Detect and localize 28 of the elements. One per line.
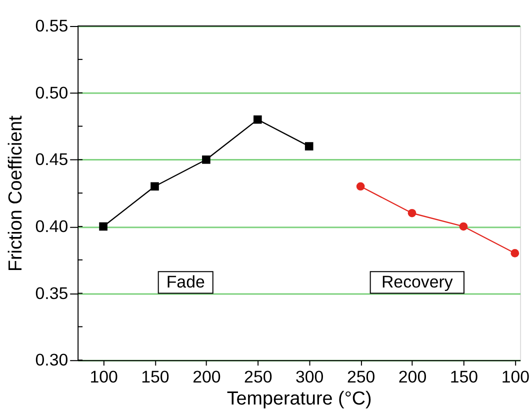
x-tick-label: 250: [346, 367, 376, 386]
x-tick-label: 100: [501, 367, 530, 386]
x-tick-label: 150: [450, 367, 478, 386]
point: [356, 182, 365, 191]
y-tick-label: 0.30: [35, 350, 68, 370]
point: [99, 222, 108, 231]
x-tick-label: 300: [296, 367, 324, 386]
y-axis-title: Friction Coefficient: [5, 114, 26, 272]
point: [202, 155, 210, 164]
text: Recovery: [381, 272, 454, 292]
point: [253, 115, 262, 124]
y-tick-label: 0.35: [35, 284, 68, 303]
point: [408, 208, 416, 218]
x-tick-label: 150: [141, 367, 170, 386]
y-tick-label: 0.45: [35, 150, 68, 170]
text: Fade: [166, 272, 205, 292]
y-tick-label: 0.40: [35, 216, 68, 236]
point: [510, 249, 520, 258]
point: [150, 182, 159, 191]
x-tick-label: 250: [244, 367, 272, 386]
x-tick-label: 100: [90, 367, 118, 386]
x-tick-label: 200: [192, 367, 221, 386]
y-tick-label: 0.50: [35, 83, 68, 102]
x-tick-label: 200: [398, 367, 427, 386]
point: [459, 222, 468, 231]
x-axis-title: Temperature (°C): [226, 388, 372, 410]
point: [304, 142, 314, 150]
y-tick-label: 0.55: [35, 16, 68, 36]
